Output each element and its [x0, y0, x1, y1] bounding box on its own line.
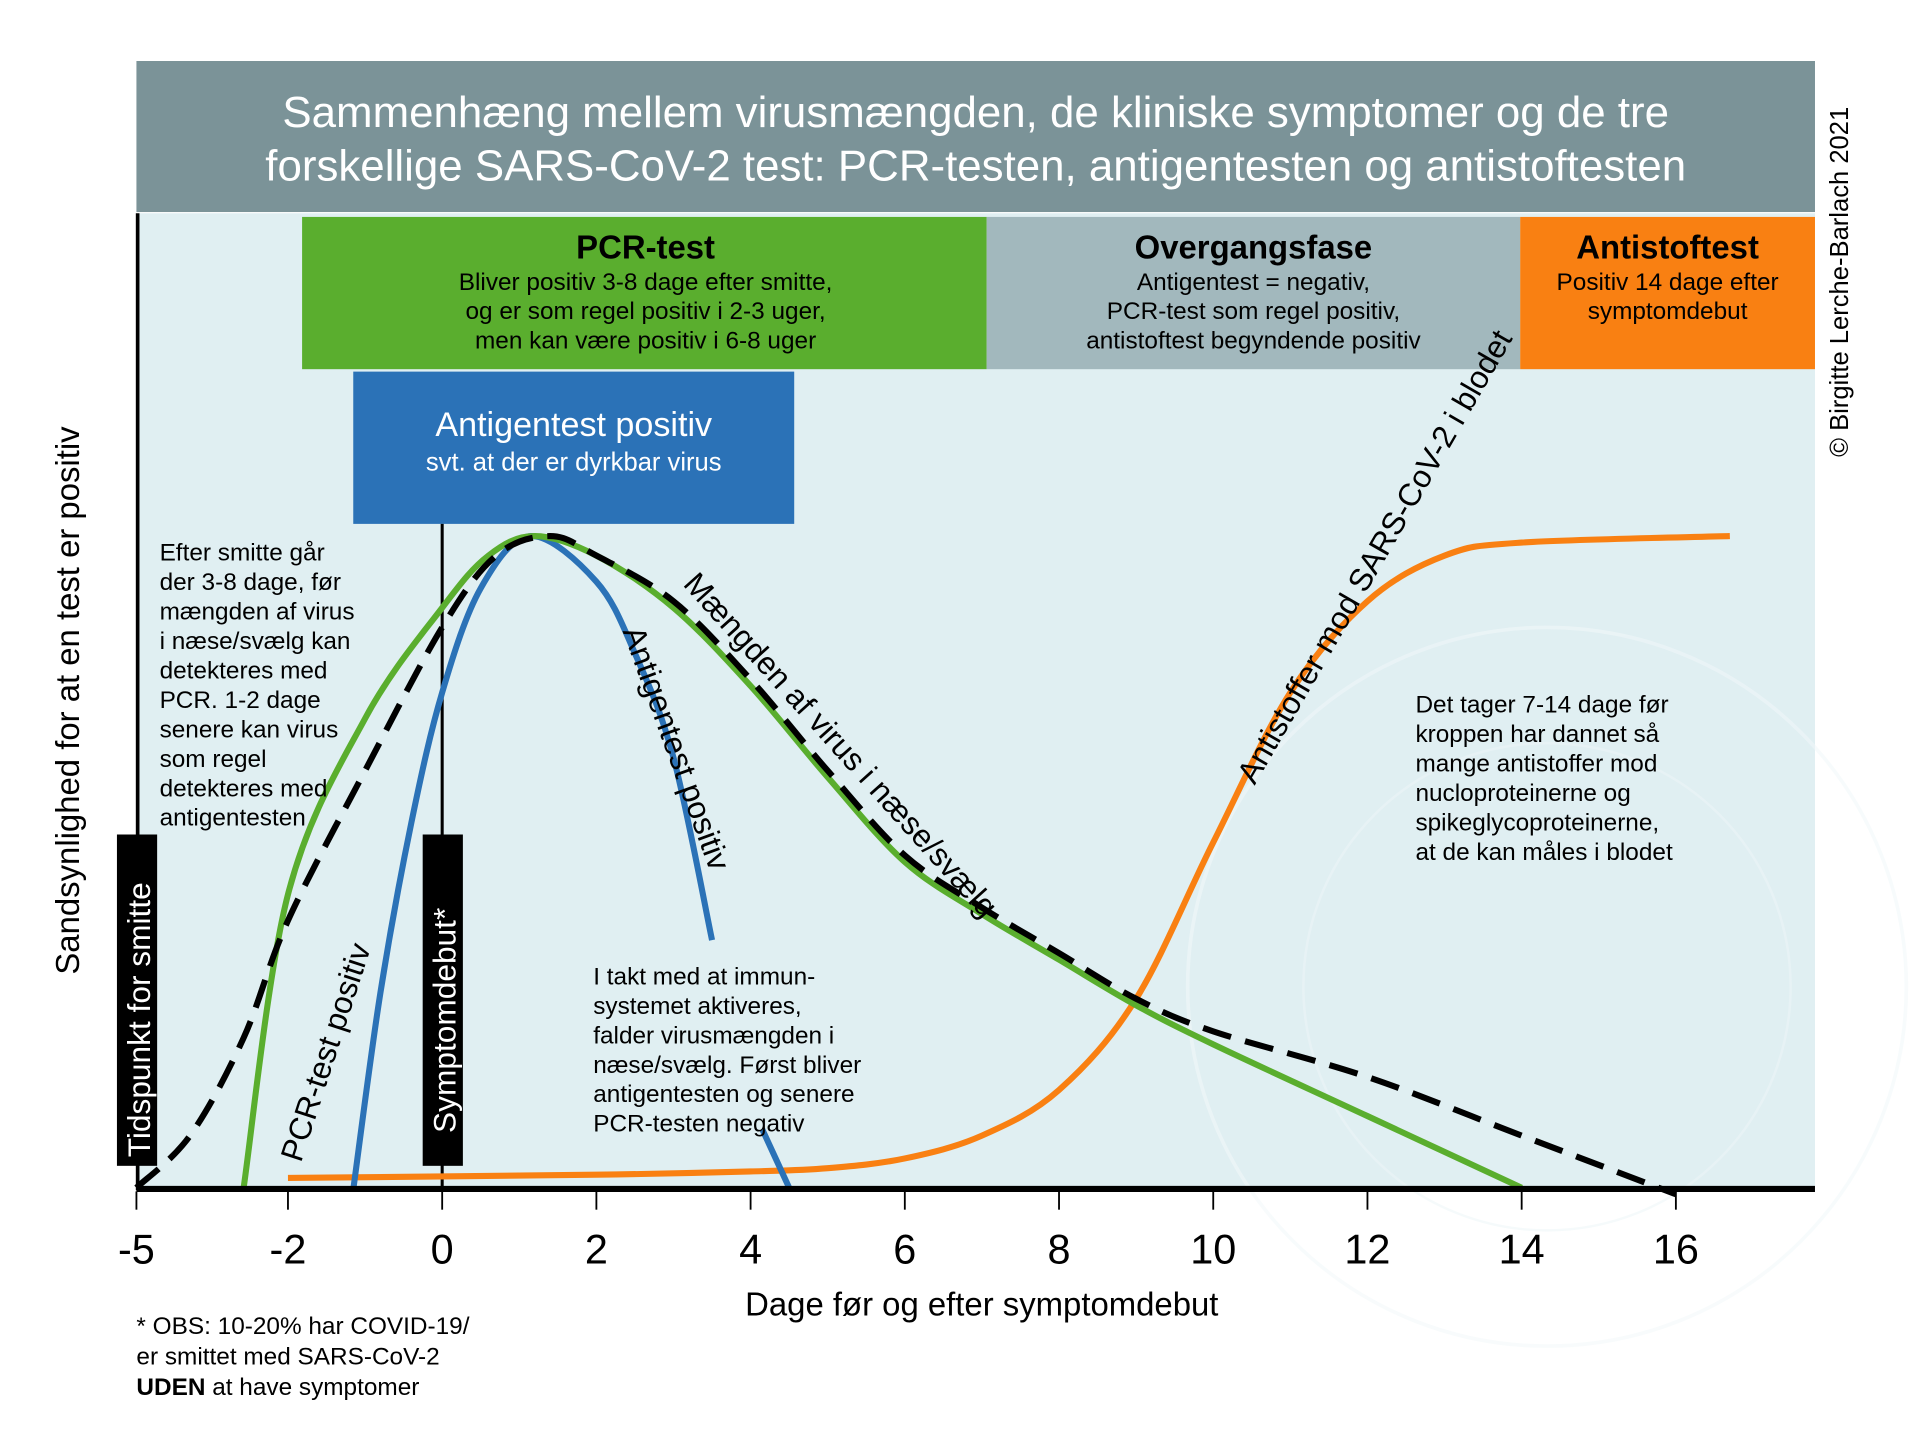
annotation-line: spikeglycoproteinerne,	[1415, 810, 1659, 837]
antibody-phase-line: Positiv 14 dage efter	[1557, 269, 1779, 296]
annotation-line: kroppen har dannet så	[1415, 721, 1659, 748]
pcr-phase-line: men kan være positiv i 6-8 uger	[475, 327, 816, 354]
transition-phase-line: PCR-test som regel positiv,	[1107, 298, 1400, 325]
transition-phase-box	[986, 216, 1521, 370]
pcr-phase-line: Bliver positiv 3-8 dage efter smitte,	[459, 269, 833, 296]
infection-marker-label: Tidspunkt for smitte	[121, 882, 157, 1157]
title-box	[136, 61, 1815, 213]
footnote-bold: UDEN	[136, 1374, 205, 1401]
antibody-phase-box	[1520, 216, 1815, 370]
annotation-line: at de kan måles i blodet	[1415, 839, 1673, 866]
x-tick-label: 14	[1499, 1226, 1545, 1272]
curves	[134, 533, 1730, 1198]
annotation-line: detekteres med	[160, 657, 328, 684]
annotation-middle: I takt med at immun-systemet aktiveres,f…	[593, 963, 861, 1137]
x-tick-label: 10	[1190, 1226, 1236, 1272]
antigen-phase-subtitle: svt. at der er dyrkbar virus	[426, 448, 722, 476]
pcr-curve	[240, 533, 1523, 1191]
annotation-line: PCR-testen negativ	[593, 1111, 805, 1138]
infection-marker-box	[116, 834, 158, 1166]
footnote-rest: at have symptomer	[205, 1374, 419, 1401]
onset-marker-label: Symptomdebut*	[427, 908, 463, 1133]
x-ticks: -5 -2 0 2 4 6 8 10 12 14 16	[118, 1191, 1699, 1272]
pcr-phase-box	[302, 216, 987, 370]
pcr-phase-line: og er som regel positiv i 2-3 uger,	[466, 298, 826, 325]
annotation-line: antigentesten	[160, 805, 306, 832]
annotation-line: som regel	[160, 746, 267, 773]
pcr-phase-title: PCR-test	[576, 228, 715, 265]
annotation-line: Efter smitte går	[160, 539, 325, 566]
chart-title-line1: Sammenhæng mellem virusmængden, de klini…	[282, 88, 1669, 137]
antigen-phase-title: Antigentest positiv	[435, 406, 712, 444]
annotation-line: Det tager 7-14 dage før	[1415, 692, 1668, 719]
x-tick-label: -2	[270, 1226, 307, 1272]
annotation-line: næse/svælg. Først bliver	[593, 1052, 861, 1079]
chart-title-line2: forskellige SARS-CoV-2 test: PCR-testen,…	[265, 141, 1686, 190]
antibody-curve	[287, 533, 1730, 1182]
copyright: © Birgitte Lerche-Barlach 2021	[1826, 107, 1854, 457]
footnote-line3: UDEN at have symptomer	[136, 1374, 419, 1401]
transition-phase-line: antistoftest begyndende positiv	[1086, 327, 1421, 354]
x-axis-label: Dage før og efter symptomdebut	[745, 1286, 1218, 1323]
x-tick-label: 12	[1344, 1226, 1390, 1272]
annotation-line: der 3-8 dage, før	[160, 569, 341, 596]
annotation-left: Efter smitte går der 3-8 dage, førmængden…	[160, 539, 355, 831]
antibody-phase-line: symptomdebut	[1588, 298, 1748, 325]
x-tick-label: -5	[118, 1226, 155, 1272]
footnote-line1: * OBS: 10-20% har COVID-19/	[136, 1313, 469, 1340]
watermark-logo	[1185, 625, 1909, 1348]
antibody-phase-title: Antistoftest	[1576, 228, 1759, 265]
annotation-line: senere kan virus	[160, 716, 339, 743]
footnote-line2: er smittet med SARS-CoV-2	[136, 1343, 439, 1370]
x-tick-label: 8	[1048, 1226, 1071, 1272]
annotation-line: I takt med at immun-	[593, 963, 815, 990]
x-tick-label: 6	[893, 1226, 916, 1272]
annotation-line: PCR. 1-2 dage	[160, 687, 321, 714]
annotation-line: detekteres med	[160, 775, 328, 802]
x-tick-label: 16	[1653, 1226, 1699, 1272]
annotation-line: antigentesten og senere	[593, 1081, 854, 1108]
transition-phase-line: Antigentest = negativ,	[1137, 269, 1370, 296]
y-axis-label: Sandsynlighed for at en test er positiv	[49, 426, 86, 975]
annotation-line: mange antistoffer mod	[1415, 751, 1657, 778]
onset-marker-box	[422, 834, 463, 1166]
antigen-curve-tail	[759, 1127, 792, 1190]
transition-phase-title: Overgangsfase	[1135, 228, 1373, 265]
annotation-line: nucloproteinerne og	[1415, 780, 1630, 807]
virus-amount-curve	[134, 533, 1677, 1198]
antigen-phase-box	[353, 371, 795, 524]
annotation-line: systemet aktiveres,	[593, 993, 801, 1020]
annotation-line: falder virusmængden i	[593, 1022, 834, 1049]
x-tick-label: 4	[739, 1226, 762, 1272]
antigen-curve	[350, 533, 716, 1189]
annotation-line: i næse/svælg kan	[160, 628, 351, 655]
annotation-line: mængden af virus	[160, 598, 355, 625]
x-tick-label: 0	[431, 1226, 454, 1272]
x-tick-label: 2	[585, 1226, 608, 1272]
